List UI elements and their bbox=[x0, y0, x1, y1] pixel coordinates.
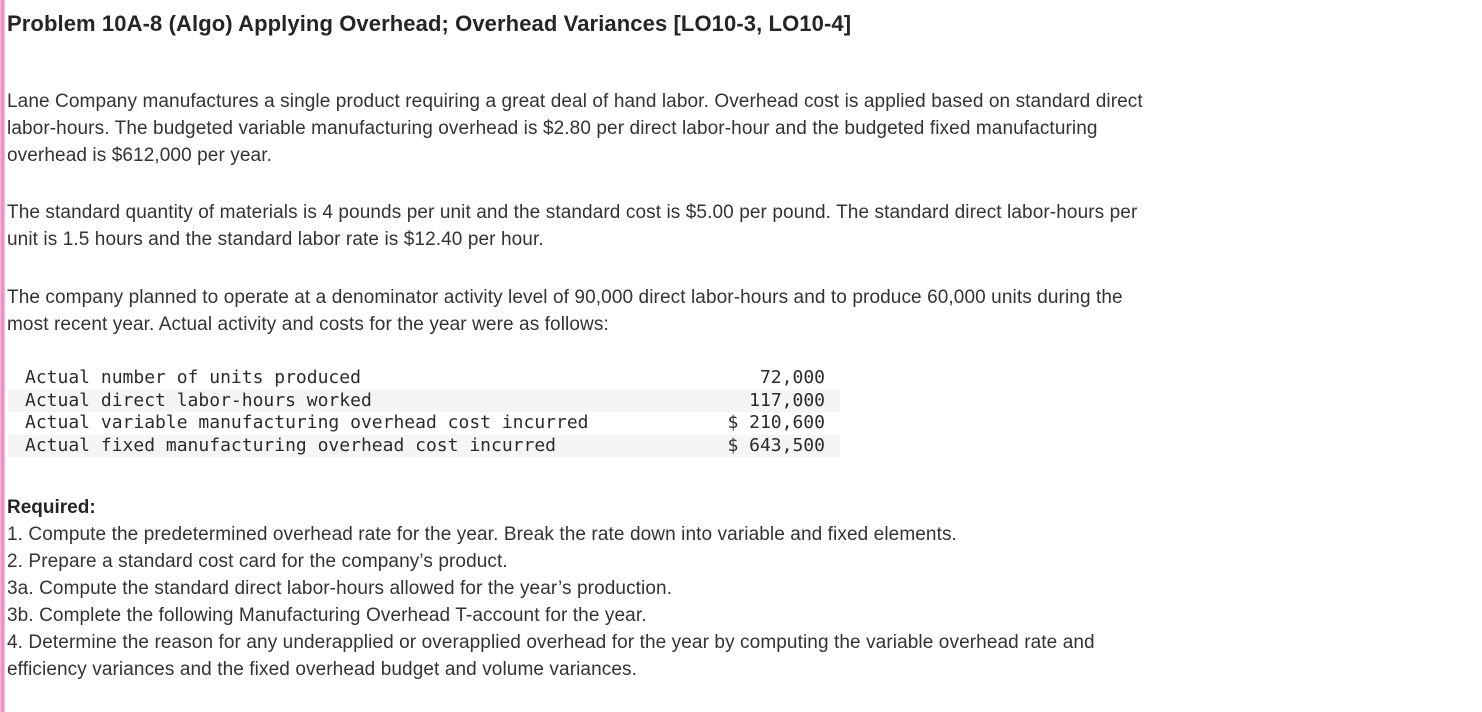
table-row: Actual number of units produced 72,000 bbox=[8, 367, 840, 390]
row-label: Actual direct labor-hours worked bbox=[25, 389, 372, 411]
required-item-4: 4. Determine the reason for any underapp… bbox=[7, 632, 1095, 680]
row-label: Actual number of units produced bbox=[25, 367, 361, 388]
required-item-2: 2. Prepare a standard cost card for the … bbox=[7, 551, 508, 572]
required-item-1: 1. Compute the predetermined overhead ra… bbox=[7, 524, 957, 545]
problem-paragraph-standards: The standard quantity of materials is 4 … bbox=[7, 202, 1138, 250]
row-value: $ 210,600 bbox=[727, 412, 825, 433]
required-item-3b: 3b. Complete the following Manufacturing… bbox=[7, 605, 647, 626]
table-row: Actual variable manufacturing overhead c… bbox=[8, 412, 840, 435]
problem-content: Problem 10A-8 (Algo) Applying Overhead; … bbox=[7, 11, 1143, 680]
left-accent-bar bbox=[0, 0, 5, 712]
table-row: Actual direct labor-hours worked 117,000 bbox=[8, 389, 840, 412]
required-item-3a: 3a. Compute the standard direct labor-ho… bbox=[7, 578, 673, 599]
table-row: Actual fixed manufacturing overhead cost… bbox=[8, 434, 840, 457]
row-value: 72,000 bbox=[759, 367, 825, 388]
required-heading: Required: bbox=[7, 497, 96, 518]
problem-paragraph-overview: Lane Company manufactures a single produ… bbox=[7, 91, 1143, 166]
row-label: Actual fixed manufacturing overhead cost… bbox=[25, 434, 557, 456]
row-value: $ 643,500 bbox=[727, 434, 825, 456]
actuals-table: Actual number of units produced 72,000 A… bbox=[8, 367, 840, 457]
problem-paragraph-activity: The company planned to operate at a deno… bbox=[7, 287, 1123, 335]
row-value: 117,000 bbox=[749, 389, 825, 411]
row-label: Actual variable manufacturing overhead c… bbox=[25, 412, 589, 433]
problem-title: Problem 10A-8 (Algo) Applying Overhead; … bbox=[7, 11, 852, 36]
